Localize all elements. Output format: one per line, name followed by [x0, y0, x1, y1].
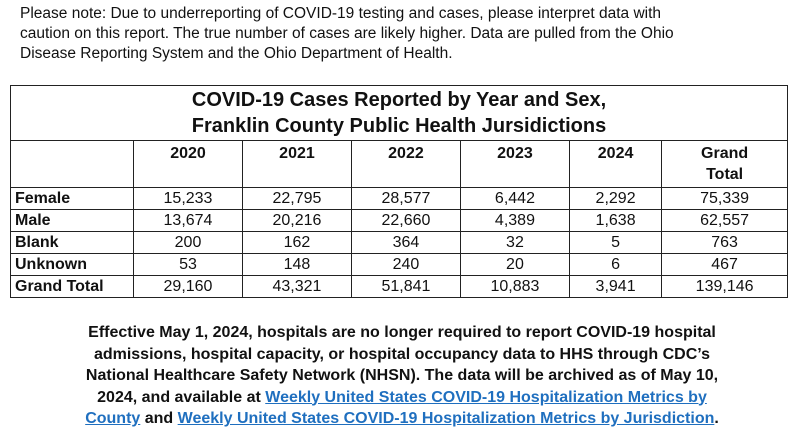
table-row: Female 15,233 22,795 28,577 6,442 2,292 75,339 [10, 187, 788, 210]
table-cell: 15,233 [133, 187, 243, 210]
table-cell: 364 [350, 231, 461, 254]
link-jurisdiction-metrics[interactable]: Weekly United States COVID-19 Hospitaliz… [177, 410, 715, 427]
table-cell: 20 [459, 253, 570, 276]
title-line: COVID-19 Cases Reported by Year and Sex, [191, 89, 607, 111]
table-cell: 148 [241, 253, 352, 276]
table-cell: 53 [133, 253, 243, 276]
table-cell: 139,146 [661, 275, 788, 298]
header-blank [10, 140, 134, 188]
footer-line: 2024, and available at Weekly United Sta… [97, 388, 707, 406]
header-2023: 2023 [459, 140, 570, 188]
disclaimer-note: Please note: Due to underreporting of CO… [20, 4, 790, 64]
table-cell: 763 [661, 231, 788, 254]
footer-line: National Healthcare Safety Network (NHSN… [85, 367, 719, 384]
footer-notice: Effective May 1, 2024, hospitals are no … [10, 322, 794, 430]
table-cell: 43,321 [241, 275, 352, 298]
header-2024: 2024 [568, 140, 663, 188]
table-cell: 3,941 [568, 275, 663, 298]
table-cell: 28,577 [350, 187, 461, 210]
table-cell: 10,883 [459, 275, 570, 298]
header-row: 2020 2021 2022 2023 2024 Grand Total [10, 140, 788, 188]
row-label: Female [10, 187, 134, 210]
table-cell: 22,795 [241, 187, 352, 210]
title-line: Franklin County Public Health Jursidicti… [191, 115, 607, 137]
footer-line: admissions, hospital capacity, or hospit… [93, 345, 711, 363]
link-county-metrics[interactable]: Weekly United States COVID-19 Hospitaliz… [265, 388, 707, 406]
table-title: COVID-19 Cases Reported by Year and Sex,… [10, 85, 788, 141]
note-line: Please note: Due to underreporting of CO… [20, 5, 662, 22]
table-cell: 51,841 [350, 275, 461, 298]
table-cell: 2,292 [568, 187, 663, 210]
table-cell: 6,442 [459, 187, 570, 210]
note-line: caution on this report. The true number … [20, 25, 674, 42]
table-cell: 200 [133, 231, 243, 254]
row-label: Blank [10, 231, 134, 254]
table-cell: 22,660 [350, 209, 461, 232]
row-label: Unknown [10, 253, 134, 276]
row-label: Male [10, 209, 134, 232]
table-row: Blank 200 162 364 32 5 763 [10, 231, 788, 254]
table-cell: 13,674 [133, 209, 243, 232]
table-cell: 20,216 [241, 209, 352, 232]
cases-table: COVID-19 Cases Reported by Year and Sex,… [10, 85, 788, 298]
table-cell: 62,557 [661, 209, 788, 232]
table-cell: 1,638 [568, 209, 663, 232]
link-county-metrics-cont[interactable]: County [85, 410, 141, 427]
table-row: Male 13,674 20,216 22,660 4,389 1,638 62,557 [10, 209, 788, 232]
row-label: Grand Total [10, 275, 134, 298]
header-grand-total: Grand Total [661, 140, 788, 188]
note-line: Disease Reporting System and the Ohio De… [20, 45, 453, 62]
header-2020: 2020 [133, 140, 243, 188]
table-cell: 467 [661, 253, 788, 276]
table-cell: 162 [241, 231, 352, 254]
header-2021: 2021 [241, 140, 352, 188]
footer-line: Effective May 1, 2024, hospitals are no … [88, 324, 716, 341]
table-cell: 29,160 [133, 275, 243, 298]
table-cell: 4,389 [459, 209, 570, 232]
table-cell: 240 [350, 253, 461, 276]
table-row: Grand Total 29,160 43,321 51,841 10,883 3,941… [10, 275, 788, 298]
header-2022: 2022 [350, 140, 461, 188]
table-cell: 32 [459, 231, 570, 254]
table-cell: 75,339 [661, 187, 788, 210]
table-cell: 6 [568, 253, 663, 276]
table-cell: 5 [568, 231, 663, 254]
footer-line: County and Weekly United States COVID-19… [85, 410, 719, 427]
table-row: Unknown 53 148 240 20 6 467 [10, 253, 788, 276]
